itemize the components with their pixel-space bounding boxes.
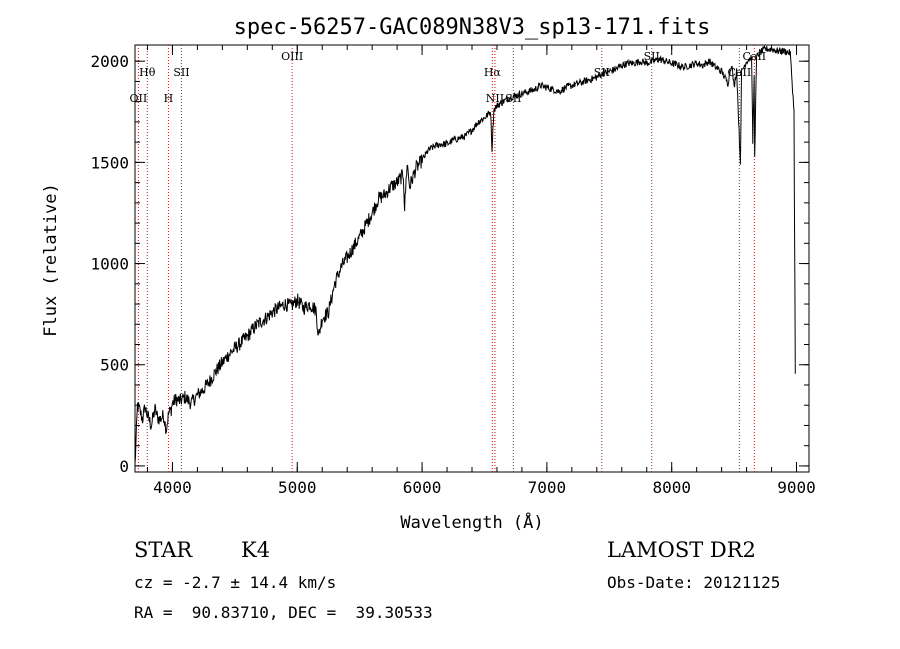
- x-tick-label: 5000: [278, 478, 317, 497]
- spectral-line-label: CaII: [728, 66, 752, 79]
- spectral-line-label: SII: [173, 66, 189, 79]
- survey-name: LAMOST DR2: [607, 538, 756, 562]
- object-subclass: K4: [241, 538, 271, 562]
- spectrum-line: [134, 44, 796, 464]
- plot-border: [134, 44, 810, 473]
- spectral-line-label: H: [164, 92, 174, 105]
- y-tick-label: 1000: [90, 255, 129, 274]
- plot-frame: [134, 44, 810, 473]
- spectral-line-label: Hα: [484, 66, 502, 79]
- x-tick-label: 4000: [153, 478, 192, 497]
- y-tick-label: 500: [100, 356, 129, 375]
- y-axis: 0 500 1000 1500 2000: [90, 52, 809, 476]
- spectral-line-label: NII: [486, 92, 504, 105]
- y-tick-label: 1500: [90, 153, 129, 172]
- y-tick-label: 0: [119, 457, 129, 476]
- y-tick-label: 2000: [90, 52, 129, 71]
- x-axis: 4000 5000 6000 7000 8000 9000: [146, 45, 816, 497]
- chart-title: spec-56257-GAC089N38V3_sp13-171.fits: [234, 15, 711, 40]
- x-tick-label: 7000: [528, 478, 567, 497]
- spectral-line-label: OIII: [281, 50, 303, 63]
- object-class: STAR: [134, 538, 193, 562]
- x-tick-label: 6000: [403, 478, 442, 497]
- redshift-cz: cz = -2.7 ± 14.4 km/s: [134, 573, 337, 592]
- spectral-line-label: OII: [130, 92, 148, 105]
- x-tick-label: 9000: [777, 478, 816, 497]
- spectral-line-label: Hθ: [139, 66, 156, 79]
- y-axis-label: Flux (relative): [41, 183, 61, 337]
- obs-date: Obs-Date: 20121125: [607, 573, 781, 592]
- x-axis-label: Wavelength (Å): [400, 511, 543, 533]
- ra-dec-coordinates: RA = 90.83710, DEC = 39.30533: [134, 603, 433, 622]
- x-tick-label: 8000: [652, 478, 691, 497]
